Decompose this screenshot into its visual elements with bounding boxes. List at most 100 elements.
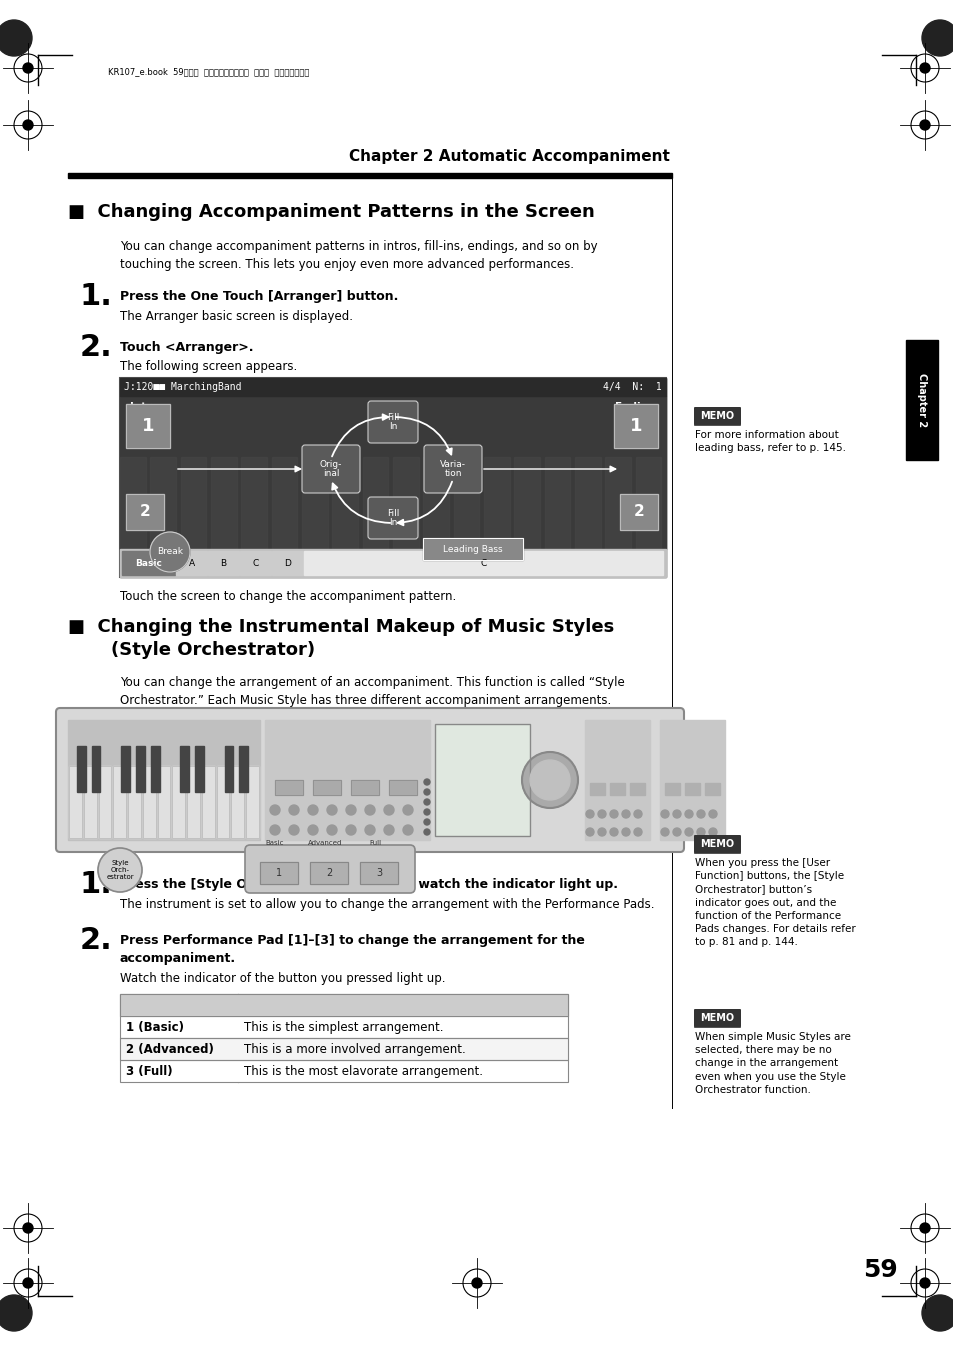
Bar xyxy=(589,784,604,794)
Bar xyxy=(157,766,171,838)
Bar xyxy=(389,780,416,794)
Circle shape xyxy=(423,809,430,815)
Circle shape xyxy=(289,805,298,815)
Circle shape xyxy=(289,825,298,835)
FancyBboxPatch shape xyxy=(693,407,740,426)
Bar xyxy=(260,862,297,884)
Text: This is the simplest arrangement.: This is the simplest arrangement. xyxy=(244,1020,443,1034)
FancyBboxPatch shape xyxy=(302,444,359,493)
Text: Press Performance Pad [1]–[3] to change the arrangement for the: Press Performance Pad [1]–[3] to change … xyxy=(120,934,584,947)
Bar xyxy=(609,784,624,794)
Bar xyxy=(240,551,271,576)
Text: 2: 2 xyxy=(139,504,151,520)
Circle shape xyxy=(919,1278,929,1288)
Text: The following screen appears.: The following screen appears. xyxy=(120,359,297,373)
Text: Leading Bass: Leading Bass xyxy=(443,544,502,554)
Text: 2 (Advanced): 2 (Advanced) xyxy=(126,1043,213,1055)
Circle shape xyxy=(672,811,680,817)
Circle shape xyxy=(598,828,605,836)
Bar xyxy=(422,538,522,561)
Bar xyxy=(151,457,176,549)
Text: The instrument is set to allow you to change the arrangement with the Performanc: The instrument is set to allow you to ch… xyxy=(120,898,654,911)
Bar xyxy=(239,746,248,792)
Text: You can change the arrangement of an accompaniment. This function is called “Sty: You can change the arrangement of an acc… xyxy=(120,676,624,707)
Circle shape xyxy=(270,805,280,815)
Text: 1 (Basic): 1 (Basic) xyxy=(126,1020,184,1034)
Circle shape xyxy=(708,828,717,836)
Text: Press the One Touch [Arranger] button.: Press the One Touch [Arranger] button. xyxy=(120,290,398,303)
Bar xyxy=(128,766,141,838)
Bar xyxy=(120,1061,567,1082)
Circle shape xyxy=(346,805,355,815)
Bar xyxy=(359,862,397,884)
Text: D: D xyxy=(284,558,291,567)
Text: Basic: Basic xyxy=(135,558,162,567)
Bar xyxy=(310,862,348,884)
Circle shape xyxy=(919,120,929,130)
Circle shape xyxy=(402,825,413,835)
Text: Ending: Ending xyxy=(615,403,656,412)
Bar xyxy=(351,780,378,794)
Text: A: A xyxy=(189,558,194,567)
Bar xyxy=(304,551,662,576)
FancyBboxPatch shape xyxy=(693,835,740,852)
Text: 2: 2 xyxy=(633,504,643,520)
Bar xyxy=(157,766,171,838)
Circle shape xyxy=(423,780,430,785)
Circle shape xyxy=(634,811,641,817)
Bar xyxy=(69,766,82,838)
Text: 3: 3 xyxy=(375,867,381,878)
Bar xyxy=(187,766,200,838)
Bar xyxy=(120,1038,567,1061)
Bar xyxy=(310,862,348,884)
Bar xyxy=(332,457,357,549)
Bar xyxy=(362,457,388,549)
Circle shape xyxy=(609,828,618,836)
Circle shape xyxy=(921,20,953,55)
Circle shape xyxy=(308,805,317,815)
Bar xyxy=(302,457,328,549)
Bar xyxy=(120,378,665,577)
Text: 3 (Full): 3 (Full) xyxy=(126,1065,172,1078)
Circle shape xyxy=(308,825,317,835)
Bar xyxy=(120,994,567,1016)
Circle shape xyxy=(598,811,605,817)
Bar xyxy=(684,784,700,794)
Bar xyxy=(120,994,567,1016)
Bar xyxy=(91,746,100,792)
Circle shape xyxy=(23,1278,33,1288)
Bar xyxy=(659,720,724,840)
Text: Intro: Intro xyxy=(130,403,158,412)
Bar xyxy=(126,404,170,449)
Text: When simple Music Styles are
selected, there may be no
change in the arrangement: When simple Music Styles are selected, t… xyxy=(695,1032,850,1094)
Circle shape xyxy=(621,828,629,836)
Bar xyxy=(172,766,185,838)
Bar xyxy=(422,538,522,561)
Text: Break: Break xyxy=(157,547,183,557)
Text: MEMO: MEMO xyxy=(700,411,734,422)
Bar xyxy=(435,724,530,836)
Text: The Arranger basic screen is displayed.: The Arranger basic screen is displayed. xyxy=(120,309,353,323)
Bar xyxy=(393,457,418,549)
Circle shape xyxy=(150,532,190,571)
Bar xyxy=(614,404,658,449)
Circle shape xyxy=(365,825,375,835)
Bar xyxy=(313,780,340,794)
Bar xyxy=(211,457,236,549)
Bar xyxy=(575,457,600,549)
FancyBboxPatch shape xyxy=(245,844,415,893)
FancyBboxPatch shape xyxy=(56,708,683,852)
Text: 1: 1 xyxy=(275,867,282,878)
Circle shape xyxy=(423,789,430,794)
Circle shape xyxy=(585,828,594,836)
Circle shape xyxy=(365,805,375,815)
Circle shape xyxy=(98,848,142,892)
Circle shape xyxy=(621,811,629,817)
Bar xyxy=(274,780,303,794)
Bar xyxy=(359,862,397,884)
Circle shape xyxy=(384,805,394,815)
Bar xyxy=(232,766,244,838)
Bar xyxy=(435,724,530,836)
Bar xyxy=(180,457,206,549)
Bar xyxy=(260,862,297,884)
